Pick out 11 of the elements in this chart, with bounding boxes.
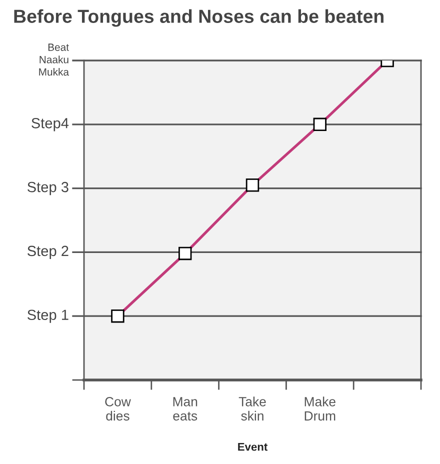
- ref-line-label: Step 1: [28, 310, 68, 323]
- x-tick-label: Make Drum: [304, 396, 336, 421]
- x-tick-label: Take skin: [238, 396, 266, 421]
- ref-line-label: Step4: [32, 118, 69, 132]
- x-tick-label: Man eats: [173, 397, 198, 421]
- ref-line-label: Beat Naaku Mukka: [39, 44, 69, 76]
- x-axis-title: Event: [238, 443, 268, 451]
- x-tick-label: Cow dies: [105, 397, 131, 421]
- chart-title: Before Tongues and Noses can be beaten: [14, 9, 384, 27]
- ref-line-label: Step 2: [28, 246, 68, 259]
- ref-line-label: Step 3: [28, 182, 68, 196]
